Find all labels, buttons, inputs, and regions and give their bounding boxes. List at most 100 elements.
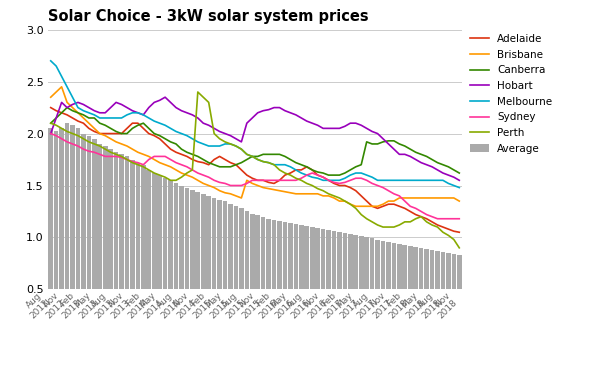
- Bar: [136, 162, 140, 341]
- Bar: [239, 209, 244, 341]
- Bar: [288, 223, 293, 341]
- Bar: [326, 230, 331, 341]
- Bar: [65, 123, 70, 341]
- Melbourne: [189, 137, 196, 141]
- Canberra: [64, 105, 71, 110]
- Bar: [293, 224, 298, 341]
- Bar: [430, 250, 434, 341]
- Bar: [413, 247, 418, 341]
- Hobart: [455, 178, 463, 183]
- Canberra: [455, 171, 463, 175]
- Bar: [152, 173, 157, 341]
- Bar: [206, 196, 211, 341]
- Brisbane: [314, 191, 321, 196]
- Bar: [179, 186, 184, 341]
- Hobart: [325, 126, 332, 131]
- Adelaide: [374, 206, 381, 211]
- Perth: [189, 168, 196, 172]
- Bar: [370, 239, 374, 341]
- Sydney: [374, 183, 381, 188]
- Bar: [446, 253, 451, 341]
- Melbourne: [260, 160, 267, 164]
- Hobart: [379, 137, 386, 141]
- Bar: [141, 165, 146, 341]
- Bar: [250, 214, 254, 341]
- Bar: [457, 255, 461, 341]
- Perth: [47, 121, 55, 125]
- Line: Perth: Perth: [51, 92, 459, 248]
- Bar: [283, 222, 287, 341]
- Bar: [245, 211, 249, 341]
- Canberra: [91, 116, 98, 120]
- Bar: [386, 242, 391, 341]
- Sydney: [189, 168, 196, 172]
- Bar: [332, 231, 337, 341]
- Bar: [353, 235, 358, 341]
- Brisbane: [352, 204, 359, 209]
- Bar: [440, 252, 445, 341]
- Perth: [265, 160, 272, 165]
- Canberra: [194, 154, 202, 159]
- Bar: [233, 206, 238, 341]
- Bar: [364, 237, 369, 341]
- Perth: [325, 191, 332, 196]
- Line: Melbourne: Melbourne: [51, 61, 459, 188]
- Bar: [54, 131, 58, 341]
- Melbourne: [319, 178, 326, 183]
- Bar: [277, 221, 282, 341]
- Melbourne: [455, 186, 463, 190]
- Perth: [379, 225, 386, 229]
- Sydney: [47, 131, 55, 136]
- Sydney: [260, 178, 267, 183]
- Bar: [130, 160, 135, 341]
- Bar: [103, 146, 107, 341]
- Line: Sydney: Sydney: [51, 134, 459, 219]
- Adelaide: [189, 157, 196, 162]
- Melbourne: [308, 175, 316, 180]
- Adelaide: [308, 168, 316, 172]
- Legend: Adelaide, Brisbane, Canberra, Hobart, Melbourne, Sydney, Perth, Average: Adelaide, Brisbane, Canberra, Hobart, Me…: [466, 30, 557, 158]
- Hobart: [314, 123, 321, 128]
- Perth: [85, 139, 92, 144]
- Adelaide: [47, 105, 55, 110]
- Bar: [185, 188, 189, 341]
- Hobart: [85, 105, 92, 110]
- Sydney: [319, 175, 326, 180]
- Bar: [310, 227, 314, 341]
- Bar: [228, 204, 233, 341]
- Hobart: [265, 108, 272, 112]
- Bar: [348, 234, 353, 341]
- Bar: [217, 200, 222, 341]
- Adelaide: [85, 126, 92, 131]
- Bar: [86, 136, 91, 341]
- Bar: [299, 225, 304, 341]
- Bar: [435, 251, 440, 341]
- Brisbane: [47, 95, 55, 99]
- Melbourne: [374, 178, 381, 183]
- Bar: [163, 178, 167, 341]
- Melbourne: [85, 111, 92, 115]
- Bar: [316, 228, 320, 341]
- Hobart: [194, 116, 202, 120]
- Bar: [261, 217, 265, 341]
- Bar: [337, 232, 342, 341]
- Perth: [455, 246, 463, 250]
- Line: Adelaide: Adelaide: [51, 108, 459, 232]
- Bar: [452, 254, 456, 341]
- Bar: [419, 248, 424, 341]
- Bar: [424, 249, 429, 341]
- Bar: [109, 149, 113, 341]
- Bar: [146, 170, 151, 341]
- Brisbane: [325, 194, 332, 198]
- Adelaide: [260, 178, 267, 183]
- Line: Brisbane: Brisbane: [51, 87, 459, 206]
- Line: Canberra: Canberra: [51, 108, 459, 175]
- Sydney: [308, 171, 316, 175]
- Bar: [359, 236, 364, 341]
- Bar: [190, 190, 194, 341]
- Bar: [76, 128, 80, 341]
- Canberra: [385, 139, 392, 143]
- Perth: [194, 90, 202, 94]
- Canberra: [314, 170, 321, 174]
- Bar: [256, 214, 260, 341]
